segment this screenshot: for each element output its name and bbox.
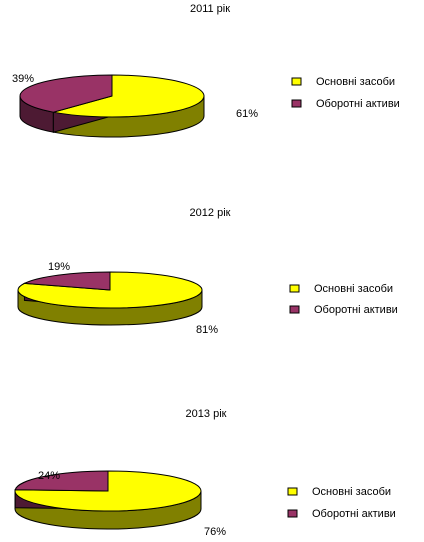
data-label: 76%	[204, 526, 226, 538]
pie-chart-1: 2011 рік 61% 39% Основні засоби Оборотні акт…	[12, 3, 400, 138]
legend-entry: Основні засоби	[316, 76, 395, 88]
pie-slice-1	[14, 470, 202, 512]
legend-swatch	[289, 305, 300, 314]
legend-entry: Оборотні активи	[316, 98, 400, 110]
legend: Основні засоби Оборотні активи	[291, 76, 400, 110]
legend-swatch	[291, 99, 302, 108]
data-label: 24%	[38, 470, 60, 482]
legend-swatch	[291, 77, 302, 86]
legend-entry: Оборотні активи	[312, 508, 396, 520]
pie-slice-2	[14, 470, 109, 492]
pie-chart-3: 2013 рік 76% 24% Основні засоби Оборотні акт…	[14, 408, 396, 538]
legend-entry: Оборотні активи	[314, 304, 398, 316]
legend-swatch	[287, 487, 298, 496]
chart-title: 2012 рік	[190, 207, 231, 219]
pie-chart-2: 2012 рік 81% 19% Основні засоби Оборотні акт…	[17, 207, 398, 336]
legend: Основні засоби Оборотні активи	[287, 486, 396, 520]
data-label: 81%	[196, 324, 218, 336]
chart-title: 2011 рік	[190, 3, 230, 15]
data-label: 19%	[48, 261, 70, 273]
legend-entry: Основні засоби	[314, 283, 393, 295]
data-label: 61%	[236, 108, 258, 120]
pie-slice-2	[22, 271, 111, 291]
legend: Основні засоби Оборотні активи	[289, 283, 398, 316]
chart-title: 2013 рік	[186, 408, 227, 420]
data-label: 39%	[12, 73, 34, 85]
legend-swatch	[287, 509, 298, 518]
pie-slice-1	[53, 74, 205, 118]
legend-swatch	[289, 284, 300, 293]
pie-slice-2	[19, 74, 113, 113]
legend-entry: Основні засоби	[312, 486, 391, 498]
